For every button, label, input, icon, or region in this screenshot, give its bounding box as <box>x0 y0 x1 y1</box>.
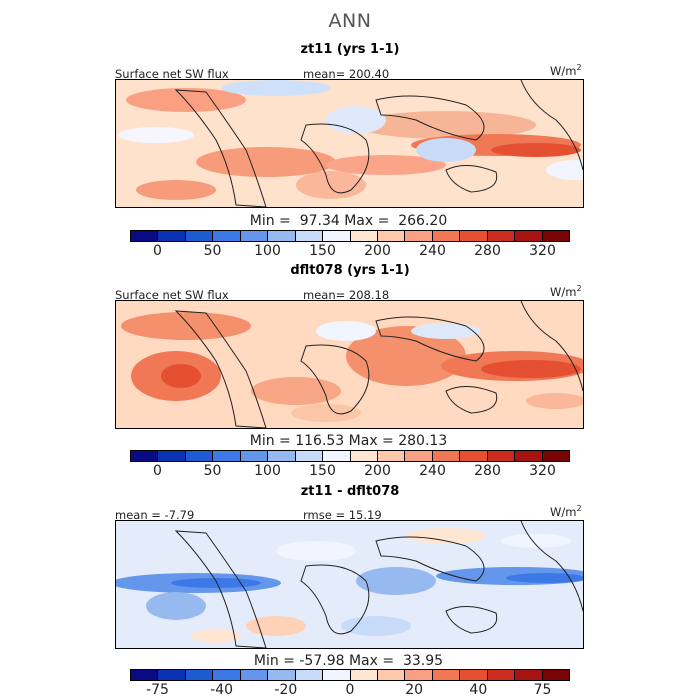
figure-title: ANN <box>328 10 372 32</box>
colorbar-swatch <box>350 231 378 241</box>
colorbar-swatch <box>460 670 488 680</box>
panel-2-field <box>116 301 583 428</box>
colorbar-tick-label: 100 <box>254 243 281 259</box>
colorbar-swatch <box>432 231 461 241</box>
colorbar-swatch <box>185 670 214 680</box>
colorbar-swatch <box>185 231 214 241</box>
colorbar-swatch <box>515 451 543 461</box>
panel-3-map <box>115 520 584 649</box>
panel-2-title: dflt078 (yrs 1-1) <box>290 263 410 278</box>
colorbar-swatch <box>515 670 543 680</box>
panel-2-mean-label: mean= 208.18 <box>303 288 390 302</box>
colorbar-swatch <box>515 231 543 241</box>
colorbar-swatch <box>405 670 433 680</box>
panel-2-variable-label: Surface net SW flux <box>115 288 229 302</box>
colorbar-tick-label: 150 <box>309 463 336 479</box>
colorbar-tick-label: 320 <box>529 243 556 259</box>
colorbar-tick-label: 150 <box>309 243 336 259</box>
colorbar-swatch <box>131 670 159 680</box>
panel-3-title: zt11 - dflt078 <box>300 484 400 499</box>
colorbar-tick-label: 200 <box>364 243 391 259</box>
colorbar-tick-label: 240 <box>419 463 446 479</box>
panel-2-units-label: W/m2 <box>550 284 582 299</box>
panel-3-units-label: W/m2 <box>550 504 582 519</box>
panel-1-field <box>116 80 583 207</box>
panel-3-rmse-label: rmse = 15.19 <box>303 508 382 522</box>
colorbar-swatch <box>131 231 159 241</box>
colorbar-swatch <box>268 231 296 241</box>
colorbar-tick-label: 75 <box>533 682 552 698</box>
colorbar-swatch <box>542 670 569 680</box>
panel-1-colorbar-ticks: 0 50 100 150 200 240 280 320 <box>130 243 570 261</box>
colorbar-tick-label: 280 <box>474 463 501 479</box>
colorbar-swatch <box>542 451 569 461</box>
colorbar-swatch <box>377 451 406 461</box>
colorbar-tick-label: 0 <box>153 243 162 259</box>
colorbar-tick-label: 100 <box>254 463 281 479</box>
colorbar-swatch <box>131 451 159 461</box>
panel-3-minmax: Min = -57.98 Max = 33.95 <box>253 653 444 669</box>
colorbar-swatch <box>268 670 296 680</box>
colorbar-tick-label: 0 <box>153 463 162 479</box>
colorbar-swatch <box>240 670 269 680</box>
colorbar-swatch <box>377 231 406 241</box>
colorbar-swatch <box>542 231 569 241</box>
colorbar-swatch <box>323 231 351 241</box>
colorbar-swatch <box>213 451 241 461</box>
colorbar-tick-label: 280 <box>474 243 501 259</box>
colorbar-swatch <box>323 670 351 680</box>
colorbar-swatch <box>158 231 186 241</box>
colorbar-tick-label: -40 <box>210 682 234 698</box>
colorbar-swatch <box>295 670 324 680</box>
colorbar-tick-label: 240 <box>419 243 446 259</box>
colorbar-swatch <box>240 231 269 241</box>
colorbar-swatch <box>295 231 324 241</box>
panel-1-mean-label: mean= 200.40 <box>303 67 390 81</box>
panel-3-colorbar <box>130 669 570 681</box>
colorbar-swatch <box>240 451 269 461</box>
panel-2-minmax: Min = 116.53 Max = 280.13 <box>249 433 448 449</box>
colorbar-tick-label: 20 <box>405 682 424 698</box>
colorbar-swatch <box>158 670 186 680</box>
colorbar-swatch <box>350 670 378 680</box>
panel-1-units-label: W/m2 <box>550 63 582 78</box>
colorbar-swatch <box>487 451 516 461</box>
colorbar-tick-label: 320 <box>529 463 556 479</box>
colorbar-swatch <box>295 451 324 461</box>
colorbar-swatch <box>185 451 214 461</box>
panel-1-colorbar <box>130 230 570 242</box>
panel-1-title: zt11 (yrs 1-1) <box>300 42 400 57</box>
colorbar-tick-label: 40 <box>469 682 488 698</box>
colorbar-swatch <box>460 451 488 461</box>
colorbar-swatch <box>432 451 461 461</box>
colorbar-swatch <box>487 231 516 241</box>
colorbar-swatch <box>213 670 241 680</box>
panel-3-colorbar-ticks: -75 -40 -20 0 20 40 75 <box>130 682 570 700</box>
colorbar-tick-label: 0 <box>345 682 355 698</box>
panel-1-variable-label: Surface net SW flux <box>115 67 229 81</box>
panel-2-colorbar-ticks: 0 50 100 150 200 240 280 320 <box>130 463 570 481</box>
colorbar-swatch <box>460 231 488 241</box>
panel-2-colorbar <box>130 450 570 462</box>
colorbar-swatch <box>405 451 433 461</box>
colorbar-swatch <box>323 451 351 461</box>
colorbar-tick-label: 50 <box>203 243 222 259</box>
panel-3-mean-label: mean = -7.79 <box>115 508 195 522</box>
colorbar-tick-label: -75 <box>146 682 169 698</box>
colorbar-tick-label: 200 <box>364 463 391 479</box>
colorbar-swatch <box>432 670 461 680</box>
panel-2-map <box>115 300 584 429</box>
colorbar-swatch <box>158 451 186 461</box>
colorbar-swatch <box>405 231 433 241</box>
panel-3-field <box>116 521 583 648</box>
colorbar-tick-label: 50 <box>203 463 222 479</box>
panel-1-map <box>115 79 584 208</box>
panel-1-minmax: Min = 97.34 Max = 266.20 <box>249 213 448 229</box>
colorbar-swatch <box>213 231 241 241</box>
colorbar-swatch <box>350 451 378 461</box>
colorbar-swatch <box>268 451 296 461</box>
colorbar-tick-label: -20 <box>274 682 298 698</box>
colorbar-swatch <box>487 670 516 680</box>
colorbar-swatch <box>377 670 406 680</box>
